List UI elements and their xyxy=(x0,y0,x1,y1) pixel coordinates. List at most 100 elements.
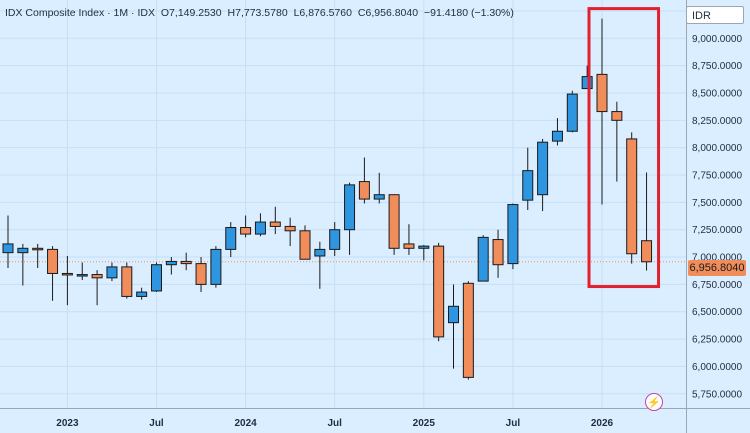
candle-body xyxy=(492,239,504,266)
candle-body xyxy=(91,274,103,279)
candle[interactable] xyxy=(151,262,162,293)
y-tick-label: 8,250.0000 xyxy=(692,116,742,127)
candle-body xyxy=(106,266,118,279)
candle[interactable] xyxy=(462,281,474,380)
candle[interactable] xyxy=(314,241,326,289)
candle[interactable] xyxy=(136,287,148,300)
candle[interactable] xyxy=(195,257,207,293)
candle-body xyxy=(47,248,59,274)
close-value: C6,956.8040 xyxy=(357,7,419,19)
candle-body xyxy=(151,264,162,292)
candle[interactable] xyxy=(448,284,459,369)
candle[interactable] xyxy=(284,217,296,247)
symbol-label[interactable]: IDX Composite Index · 1M · IDX xyxy=(5,7,155,19)
candle[interactable] xyxy=(403,224,415,255)
candle[interactable] xyxy=(373,172,385,204)
candle-body xyxy=(299,230,311,260)
candle[interactable] xyxy=(522,147,534,211)
candle[interactable] xyxy=(433,242,445,342)
open-value: O7,149.2530 xyxy=(160,7,222,19)
candle[interactable] xyxy=(358,157,370,204)
candle[interactable] xyxy=(2,215,14,268)
candle[interactable] xyxy=(611,101,623,182)
candle[interactable] xyxy=(641,172,653,271)
candle[interactable] xyxy=(165,257,177,275)
x-tick-label: Jul xyxy=(506,418,521,429)
candle[interactable] xyxy=(32,243,44,268)
candle-body xyxy=(596,73,608,113)
candle[interactable] xyxy=(47,246,59,301)
candle[interactable] xyxy=(180,252,192,271)
candle[interactable] xyxy=(91,270,103,306)
candle-body xyxy=(240,227,252,235)
candle-body xyxy=(551,130,563,142)
candle[interactable] xyxy=(254,213,266,237)
candle-body xyxy=(462,282,474,378)
y-tick-label: 7,250.0000 xyxy=(692,225,742,236)
candle[interactable] xyxy=(225,222,237,258)
candle-body xyxy=(358,181,370,200)
y-tick-label: 7,000.0000 xyxy=(692,253,742,264)
y-tick-label: 7,500.0000 xyxy=(692,198,742,209)
candle-body xyxy=(641,240,653,263)
candle-body xyxy=(477,236,489,282)
candle[interactable] xyxy=(388,194,400,255)
candle[interactable] xyxy=(299,225,311,260)
candle-body xyxy=(32,247,44,251)
lightning-icon[interactable]: ⚡ xyxy=(645,393,663,411)
candle[interactable] xyxy=(537,138,549,212)
candle[interactable] xyxy=(566,90,578,133)
candle[interactable] xyxy=(626,132,638,264)
candle-body xyxy=(180,260,192,265)
candle[interactable] xyxy=(61,255,73,306)
x-tick-label: Jul xyxy=(327,418,342,429)
candle[interactable] xyxy=(76,262,88,281)
candle[interactable] xyxy=(240,215,252,238)
y-tick-label: 6,500.0000 xyxy=(692,307,742,318)
candle[interactable] xyxy=(106,262,118,282)
candle[interactable] xyxy=(581,65,593,90)
candle-body xyxy=(61,272,73,276)
candle[interactable] xyxy=(17,243,29,286)
candle[interactable] xyxy=(344,182,356,255)
candle-body xyxy=(626,138,638,255)
plot-area xyxy=(0,0,686,408)
x-tick-label: 2023 xyxy=(56,418,79,429)
candle[interactable] xyxy=(477,235,489,282)
candle-body xyxy=(136,291,148,297)
candle-body xyxy=(165,260,177,266)
candle-body xyxy=(418,245,430,249)
candle-body xyxy=(522,170,534,201)
candle-body xyxy=(329,229,341,250)
currency-unit-button[interactable]: IDR xyxy=(686,6,744,24)
candle-body xyxy=(611,111,623,121)
candle[interactable] xyxy=(121,262,133,299)
candle[interactable] xyxy=(596,18,608,205)
y-tick-label: 9,000.0000 xyxy=(692,34,742,45)
candle[interactable] xyxy=(492,229,504,278)
y-tick-label: 5,750.0000 xyxy=(692,389,742,400)
candle-body xyxy=(433,245,445,338)
candle-body xyxy=(269,221,281,227)
candle-body xyxy=(17,247,29,254)
candle-body xyxy=(210,248,222,285)
x-tick-label: 2026 xyxy=(591,418,614,429)
candle[interactable] xyxy=(551,118,563,146)
candle[interactable] xyxy=(418,245,430,261)
candle[interactable] xyxy=(269,206,281,235)
y-tick-label: 6,250.0000 xyxy=(692,335,742,346)
y-tick-label: 6,000.0000 xyxy=(692,362,742,373)
highlight-box xyxy=(587,7,661,289)
candle-body xyxy=(344,184,356,231)
candle[interactable] xyxy=(329,222,341,256)
change-value: −91.4180 (−1.30%) xyxy=(423,7,514,19)
x-tick-label: 2025 xyxy=(413,418,436,429)
last-price-tag: 6,956.8040 xyxy=(688,260,746,276)
candle[interactable] xyxy=(210,246,222,288)
candle-body xyxy=(537,141,549,196)
candle[interactable] xyxy=(507,203,519,270)
candle-body xyxy=(121,266,133,297)
candle-body xyxy=(2,243,14,254)
